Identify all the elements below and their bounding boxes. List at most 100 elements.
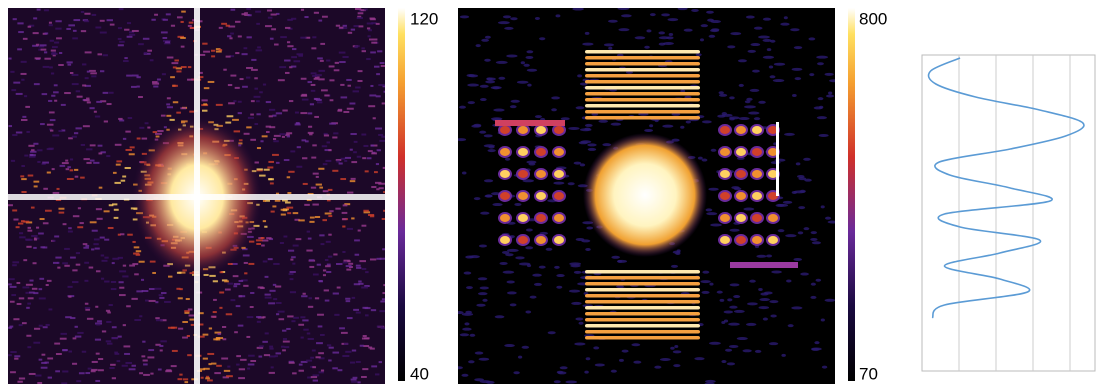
speckle bbox=[553, 181, 565, 185]
speckle bbox=[24, 154, 29, 157]
speckle bbox=[168, 275, 173, 278]
speckle bbox=[203, 50, 210, 53]
speckle bbox=[322, 269, 327, 272]
speckle bbox=[727, 45, 736, 49]
speckle bbox=[101, 259, 108, 262]
speckle bbox=[55, 370, 61, 373]
speckle bbox=[43, 187, 48, 190]
speckle bbox=[817, 62, 824, 66]
speckle bbox=[103, 120, 108, 123]
speckle bbox=[710, 223, 722, 227]
speckle bbox=[344, 156, 352, 159]
speckle bbox=[318, 78, 325, 81]
speckle bbox=[459, 105, 466, 109]
speckle bbox=[250, 291, 255, 294]
speckle bbox=[62, 262, 68, 265]
speckle bbox=[352, 90, 359, 93]
speckle bbox=[522, 179, 535, 183]
speckle bbox=[224, 280, 229, 283]
speckle bbox=[253, 95, 261, 98]
speckle bbox=[326, 141, 331, 144]
blob bbox=[734, 168, 748, 180]
speckle bbox=[45, 209, 52, 212]
speckle bbox=[380, 300, 385, 303]
blob bbox=[750, 212, 764, 224]
speckle bbox=[370, 84, 374, 87]
speckle bbox=[38, 288, 43, 291]
speckle bbox=[278, 318, 285, 321]
speckle bbox=[477, 292, 488, 296]
speckle bbox=[28, 372, 36, 375]
speckle bbox=[644, 45, 650, 49]
speckle bbox=[337, 108, 343, 111]
stripe bbox=[585, 312, 700, 316]
speckle bbox=[817, 97, 824, 101]
speckle bbox=[17, 380, 23, 383]
speckle bbox=[279, 242, 284, 245]
speckle bbox=[346, 78, 352, 81]
speckle bbox=[353, 283, 361, 286]
speckle bbox=[320, 333, 325, 336]
speckle bbox=[332, 351, 340, 354]
speckle bbox=[82, 84, 87, 87]
speckle bbox=[8, 283, 12, 286]
speckle bbox=[96, 100, 102, 103]
speckle bbox=[95, 379, 101, 382]
speckle bbox=[152, 82, 160, 85]
speckle bbox=[257, 46, 261, 49]
speckle bbox=[77, 207, 81, 210]
speckle bbox=[286, 41, 291, 44]
speckle bbox=[371, 41, 378, 44]
speckle bbox=[283, 159, 290, 162]
speckle bbox=[287, 315, 294, 318]
speckle bbox=[246, 335, 251, 338]
speckle bbox=[77, 331, 84, 334]
speckle bbox=[62, 223, 67, 226]
speckle bbox=[141, 137, 148, 140]
speckle bbox=[324, 258, 329, 261]
speckle bbox=[135, 250, 142, 253]
speckle bbox=[729, 283, 740, 287]
speckle bbox=[353, 308, 360, 311]
speckle bbox=[551, 108, 557, 112]
speckle bbox=[262, 260, 268, 263]
speckle bbox=[20, 175, 25, 178]
speckle bbox=[282, 340, 290, 343]
speckle bbox=[172, 84, 178, 87]
speckle bbox=[814, 341, 820, 345]
speckle bbox=[91, 13, 97, 16]
speckle bbox=[282, 329, 287, 332]
speckle bbox=[343, 110, 350, 113]
speckle bbox=[501, 250, 510, 254]
speckle bbox=[743, 207, 755, 211]
speckle bbox=[203, 87, 210, 90]
speckle bbox=[201, 109, 208, 112]
stripe bbox=[585, 306, 700, 310]
speckle bbox=[697, 156, 703, 160]
speckle bbox=[733, 187, 742, 191]
speckle bbox=[379, 139, 385, 142]
profile-line bbox=[776, 122, 779, 196]
speckle bbox=[162, 18, 168, 21]
speckle bbox=[18, 377, 26, 380]
speckle bbox=[84, 51, 92, 54]
speckle bbox=[28, 155, 36, 158]
speckle bbox=[730, 32, 742, 36]
speckle bbox=[292, 372, 297, 375]
speckle bbox=[494, 315, 505, 319]
speckle bbox=[97, 144, 103, 147]
speckle bbox=[311, 156, 317, 159]
speckle bbox=[106, 342, 113, 345]
speckle bbox=[314, 297, 320, 300]
speckle bbox=[361, 286, 368, 289]
speckle bbox=[84, 20, 90, 23]
speckle bbox=[676, 249, 681, 253]
speckle bbox=[42, 65, 50, 68]
speckle bbox=[603, 43, 614, 47]
speckle bbox=[662, 42, 674, 46]
speckle bbox=[486, 77, 496, 81]
speckle bbox=[780, 22, 790, 26]
speckle bbox=[263, 354, 271, 357]
speckle bbox=[572, 8, 584, 11]
speckle bbox=[300, 360, 308, 363]
